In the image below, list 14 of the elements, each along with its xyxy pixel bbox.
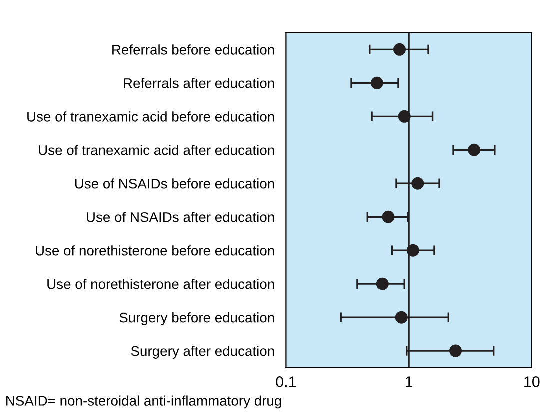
- y-tick-label: Surgery after education: [131, 346, 274, 359]
- text: NSAID= non-steroidal anti-inflammatory drug: [6, 396, 282, 409]
- y-tick-label: Referrals before education: [112, 44, 274, 55]
- x-tick-label: 1: [406, 376, 413, 388]
- x-tick-label: 0.1: [276, 376, 296, 388]
- y-tick-label: Use of norethisterone after education: [48, 279, 274, 290]
- y-tick-label: Referrals after education: [124, 78, 274, 88]
- y-tick-label: Use of tranexamic acid after education: [39, 145, 274, 156]
- y-tick-label: Surgery before education: [120, 312, 274, 326]
- x-tick-label: 10: [524, 376, 540, 388]
- y-tick-label: Use of NSAIDs before education: [75, 178, 274, 189]
- y-tick-label: Use of NSAIDs after education: [87, 212, 274, 222]
- y-tick-label: Use of tranexamic acid before education: [28, 112, 274, 122]
- y-tick-label: Use of norethisterone before education: [36, 246, 274, 256]
